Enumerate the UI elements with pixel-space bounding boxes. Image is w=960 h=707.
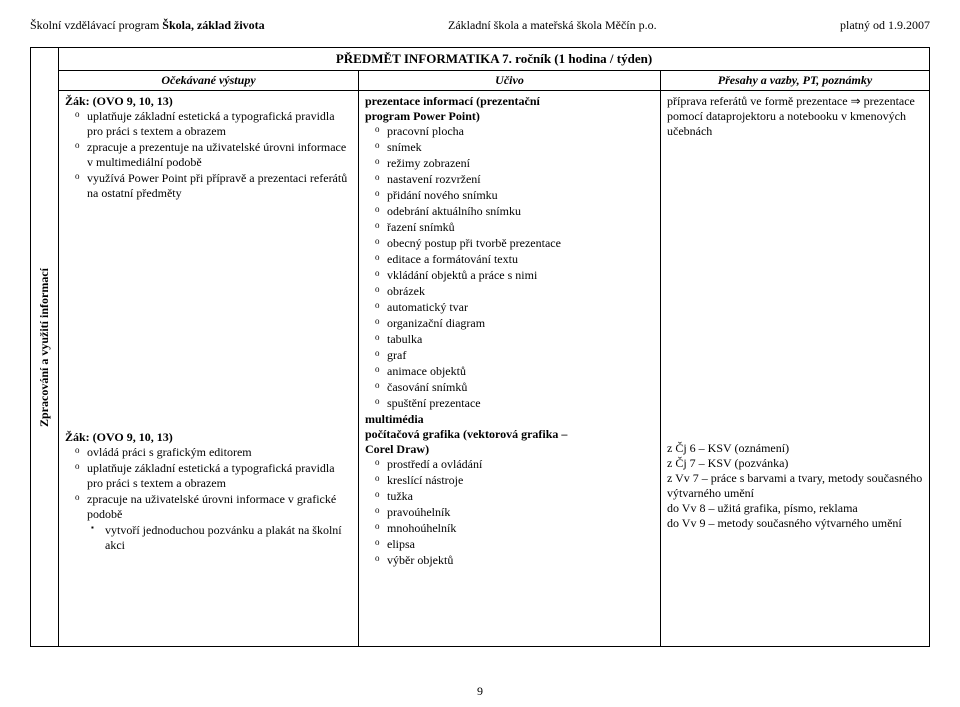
col-notes: příprava referátů ve formě prezentace ⇒ … xyxy=(661,91,929,646)
list-item: elipsa xyxy=(375,537,654,552)
notes-line: z Vv 7 – práce s barvami a tvary, metody… xyxy=(667,471,923,501)
list-item: tabulka xyxy=(375,332,654,347)
list-item: tužka xyxy=(375,489,654,504)
table-title: PŘEDMĚT INFORMATIKA 7. ročník (1 hodina … xyxy=(59,48,929,71)
list-item: automatický tvar xyxy=(375,300,654,315)
side-column: Zpracování a využití informací xyxy=(31,48,59,646)
list-item: obrázek xyxy=(375,284,654,299)
notes-line: do Vv 8 – užitá grafika, písmo, reklama xyxy=(667,501,923,516)
list-item: obecný postup při tvorbě prezentace xyxy=(375,236,654,251)
list-item: pracovní plocha xyxy=(375,124,654,139)
list-item: editace a formátování textu xyxy=(375,252,654,267)
header-right: platný od 1.9.2007 xyxy=(840,18,930,33)
list-item: kreslící nástroje xyxy=(375,473,654,488)
curriculum-list-2: prostředí a ovládání kreslící nástroje t… xyxy=(365,457,654,568)
list-item: režimy zobrazení xyxy=(375,156,654,171)
list-item: spuštění prezentace xyxy=(375,396,654,411)
list-item: nastavení rozvržení xyxy=(375,172,654,187)
list-item: řazení snímků xyxy=(375,220,654,235)
page-header: Školní vzdělávací program Škola, základ … xyxy=(30,18,930,33)
list-item: mnohoúhelník xyxy=(375,521,654,536)
list-item: zpracuje na uživatelské úrovni informace… xyxy=(75,492,352,522)
list-item: zpracuje a prezentuje na uživatelské úro… xyxy=(75,140,352,170)
list-item: výběr objektů xyxy=(375,553,654,568)
list-item: animace objektů xyxy=(375,364,654,379)
curriculum-hdr-1b: program Power Point) xyxy=(365,109,654,124)
list-item: prostředí a ovládání xyxy=(375,457,654,472)
header-center: Základní škola a mateřská škola Měčín p.… xyxy=(448,18,657,33)
curriculum-hdr-3b: Corel Draw) xyxy=(365,442,654,457)
notes-para-1: příprava referátů ve formě prezentace ⇒ … xyxy=(667,94,923,139)
head-curriculum: Učivo xyxy=(359,71,661,90)
outcomes-sublist: vytvoří jednoduchou pozvánku a plakát na… xyxy=(65,523,352,553)
list-item: organizační diagram xyxy=(375,316,654,331)
list-item: časování snímků xyxy=(375,380,654,395)
header-left: Školní vzdělávací program Škola, základ … xyxy=(30,18,265,33)
head-outcomes: Očekávané výstupy xyxy=(59,71,359,90)
outcomes-list-1: uplatňuje základní estetická a typografi… xyxy=(65,109,352,201)
col-outcomes: Žák: (OVO 9, 10, 13) uplatňuje základní … xyxy=(59,91,359,646)
curriculum-hdr-3a: počítačová grafika (vektorová grafika – xyxy=(365,427,654,442)
notes-line: z Čj 7 – KSV (pozvánka) xyxy=(667,456,923,471)
table-body: Žák: (OVO 9, 10, 13) uplatňuje základní … xyxy=(59,91,929,646)
list-item: odebrání aktuálního snímku xyxy=(375,204,654,219)
header-left-bold: Škola, základ života xyxy=(162,18,264,32)
curriculum-table: Zpracování a využití informací PŘEDMĚT I… xyxy=(30,47,930,647)
zak-heading-2: Žák: (OVO 9, 10, 13) xyxy=(65,430,352,445)
notes-line: do Vv 9 – metody současného výtvarného u… xyxy=(667,516,923,531)
col-curriculum: prezentace informací (prezentační progra… xyxy=(359,91,661,646)
list-item: vkládání objektů a práce s nimi xyxy=(375,268,654,283)
main-column: PŘEDMĚT INFORMATIKA 7. ročník (1 hodina … xyxy=(59,48,929,646)
list-item: využívá Power Point při přípravě a preze… xyxy=(75,171,352,201)
notes-line: z Čj 6 – KSV (oznámení) xyxy=(667,441,923,456)
list-item: graf xyxy=(375,348,654,363)
curriculum-list-1: pracovní plocha snímek režimy zobrazení … xyxy=(365,124,654,411)
header-left-prefix: Školní vzdělávací program xyxy=(30,18,162,32)
list-item: ovládá práci s grafickým editorem xyxy=(75,445,352,460)
list-item: přidání nového snímku xyxy=(375,188,654,203)
head-notes: Přesahy a vazby, PT, poznámky xyxy=(661,71,929,90)
curriculum-hdr-2: multimédia xyxy=(365,412,654,427)
list-item: pravoúhelník xyxy=(375,505,654,520)
curriculum-hdr-1a: prezentace informací (prezentační xyxy=(365,94,654,109)
page-number: 9 xyxy=(0,684,960,699)
zak-heading-1: Žák: (OVO 9, 10, 13) xyxy=(65,94,352,109)
list-item: snímek xyxy=(375,140,654,155)
list-item: vytvoří jednoduchou pozvánku a plakát na… xyxy=(91,523,352,553)
outcomes-list-2: ovládá práci s grafickým editorem uplatň… xyxy=(65,445,352,522)
list-item: uplatňuje základní estetická a typografi… xyxy=(75,109,352,139)
table-head-row: Očekávané výstupy Učivo Přesahy a vazby,… xyxy=(59,71,929,91)
list-item: uplatňuje základní estetická a typografi… xyxy=(75,461,352,491)
side-label: Zpracování a využití informací xyxy=(37,268,52,427)
